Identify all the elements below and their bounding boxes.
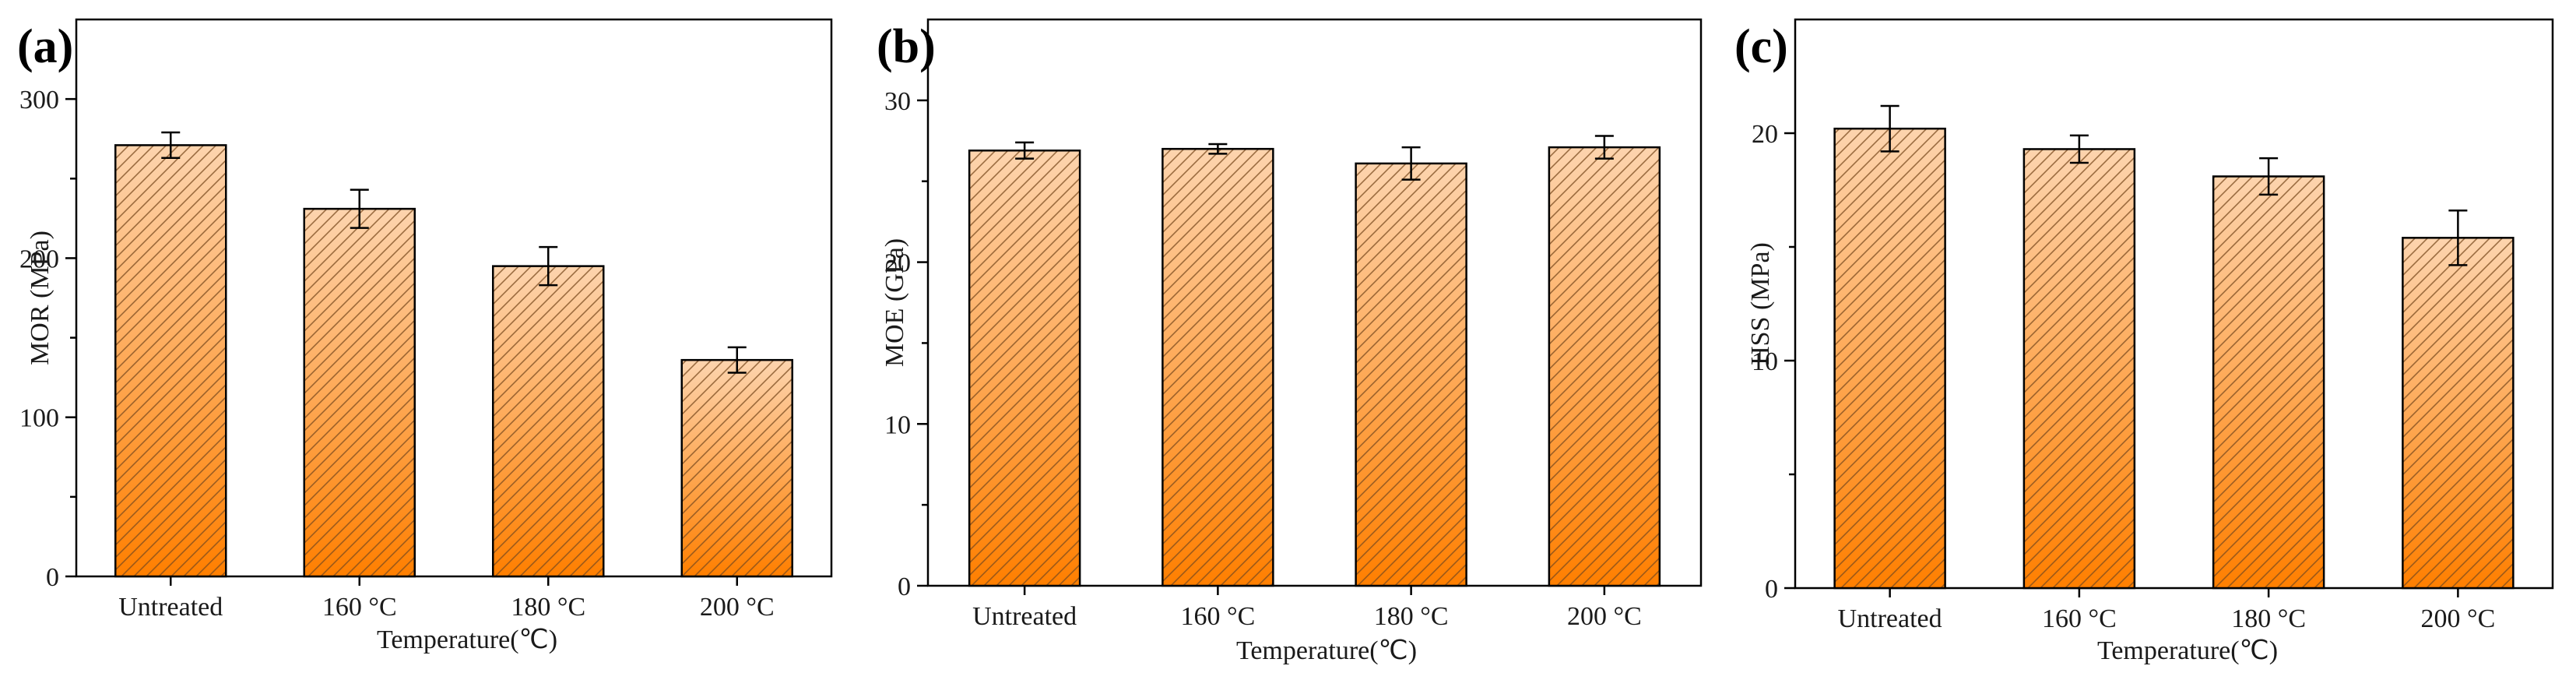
error-bar (350, 188, 369, 229)
bar-2 (1355, 146, 1467, 587)
x-axis-title: Temperature(℃) (377, 625, 557, 654)
x-tick-label: Untreated (972, 602, 1077, 631)
x-tick-label: 180 °C (1374, 602, 1449, 631)
bar-hatch (1162, 149, 1274, 586)
y-tick-label: 0 (46, 563, 59, 592)
y-tick-label: 30 (884, 87, 911, 116)
y-axis-title: MOE (GPa) (880, 238, 909, 367)
x-tick-label: Untreated (1838, 604, 1942, 633)
y-tick-label: 10 (884, 410, 911, 439)
panel-label: (b) (877, 20, 936, 73)
x-tick-label: 200 °C (1567, 602, 1642, 631)
x-tick-label: 180 °C (511, 593, 585, 622)
x-axis-title: Temperature(℃) (1236, 636, 1417, 665)
bar-2 (2212, 157, 2325, 590)
y-tick-label: 0 (898, 573, 911, 601)
error-bar (1880, 104, 1899, 153)
error-bar (2259, 157, 2279, 196)
bar-3 (1548, 135, 1661, 587)
error-bar (727, 346, 747, 374)
y-tick-label: 300 (19, 86, 59, 115)
bar-hatch (1834, 129, 1945, 588)
y-axis-title: HSS (MPa) (1746, 242, 1775, 365)
y-tick-label: 10 (1752, 347, 1778, 376)
bar-0 (968, 141, 1081, 587)
bar-3 (2402, 210, 2514, 590)
error-bar (2448, 210, 2468, 266)
chart-panel-a: (a) 0 100 200 300 Untreated 160 °C 180 °C 200 °C… (17, 18, 833, 654)
bar-hatch (1355, 163, 1467, 586)
y-tick-label: 20 (884, 249, 911, 278)
bar-1 (303, 188, 416, 578)
x-tick-label: 160 °C (322, 593, 397, 622)
bar-hatch (304, 209, 415, 576)
bar-hatch (1548, 147, 1660, 586)
bar-hatch (681, 360, 792, 576)
error-bar (539, 245, 558, 287)
x-tick-label: 160 °C (2042, 604, 2117, 633)
error-bar (161, 131, 181, 159)
error-bar (1015, 141, 1035, 160)
panel-label: (a) (17, 20, 73, 73)
x-tick-label: Untreated (118, 593, 223, 622)
chart-panel-c: (c) 0 10 20 Untreated 160 °C 180 °C 200 °C Tempe… (1734, 18, 2554, 665)
bar-1 (1161, 143, 1274, 587)
y-tick-label: 20 (1752, 120, 1778, 149)
plot-frame (926, 18, 1703, 587)
plot-frame (1794, 18, 2554, 590)
y-tick-label: 100 (19, 404, 59, 433)
x-tick-label: 200 °C (2420, 604, 2495, 633)
x-axis-title: Temperature(℃) (2097, 636, 2278, 665)
error-bar (1208, 143, 1228, 155)
bar-hatch (2402, 238, 2514, 588)
error-bar (2069, 134, 2089, 164)
x-tick-label: 160 °C (1180, 602, 1255, 631)
x-tick-label: 180 °C (2231, 604, 2306, 633)
y-axis-title: MOR (MPa) (26, 231, 54, 365)
bar-hatch (969, 150, 1081, 587)
error-bar (1401, 146, 1421, 181)
panel-label: (c) (1734, 20, 1788, 73)
x-tick-label: 200 °C (700, 593, 775, 622)
plot-frame (75, 18, 833, 578)
chart-panel-b: (b) 0 10 20 30 Untreated 160 °C 180 °C 200 °C Tem… (877, 18, 1703, 665)
y-tick-label: 200 (19, 245, 59, 273)
bar-hatch (115, 145, 227, 576)
bar-1 (2022, 134, 2136, 590)
bar-hatch (2213, 176, 2325, 589)
bar-2 (492, 245, 605, 578)
error-bar (1594, 135, 1614, 160)
bar-0 (114, 131, 227, 578)
y-tick-label: 0 (1765, 575, 1778, 604)
bar-3 (680, 346, 793, 578)
bar-hatch (493, 266, 604, 576)
bar-hatch (2023, 149, 2135, 588)
bar-0 (1833, 104, 1946, 590)
